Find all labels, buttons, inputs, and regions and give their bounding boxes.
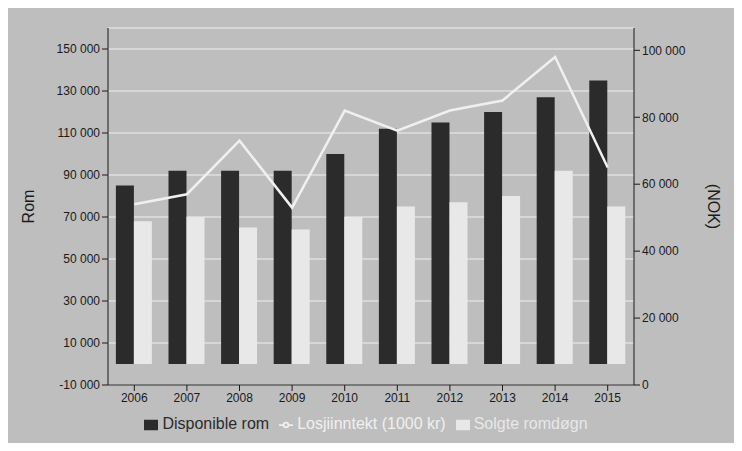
svg-text:2006: 2006 <box>121 391 148 405</box>
svg-text:90 000: 90 000 <box>63 168 100 182</box>
svg-text:2015: 2015 <box>594 391 621 405</box>
svg-text:2011: 2011 <box>384 391 410 405</box>
svg-text:50 000: 50 000 <box>63 252 100 266</box>
svg-text:60 000: 60 000 <box>642 177 679 191</box>
svg-text:-10 000: -10 000 <box>59 378 100 392</box>
svg-text:110 000: 110 000 <box>58 126 101 140</box>
html-text:Losjiinntekt (1000 kr): Losjiinntekt (1000 kr) <box>297 415 446 432</box>
svg-text:100 000: 100 000 <box>642 44 686 58</box>
svg-text:2007: 2007 <box>174 391 201 405</box>
svg-text:2014: 2014 <box>542 391 569 405</box>
svg-text:2013: 2013 <box>489 391 516 405</box>
svg-text:2008: 2008 <box>226 391 253 405</box>
svg-text:40 000: 40 000 <box>642 244 679 258</box>
svg-text:150 000: 150 000 <box>57 42 101 56</box>
svg-text:2010: 2010 <box>331 391 358 405</box>
svg-text:2009: 2009 <box>279 391 306 405</box>
svg-text:(NOK): (NOK) <box>705 184 722 229</box>
svg-text:70 000: 70 000 <box>63 210 100 224</box>
svg-text:80 000: 80 000 <box>642 111 679 125</box>
svg-text:Rom: Rom <box>20 190 37 224</box>
svg-text:30 000: 30 000 <box>63 294 100 308</box>
svg-text:130 000: 130 000 <box>57 84 101 98</box>
html-text:Solgte romdøgn: Solgte romdøgn <box>473 415 588 432</box>
svg-text:20 000: 20 000 <box>642 311 679 325</box>
svg-text:2012: 2012 <box>437 391 464 405</box>
svg-text:10 000: 10 000 <box>63 336 100 350</box>
html-text:Disponible rom: Disponible rom <box>162 415 270 432</box>
svg-text:0: 0 <box>642 378 649 392</box>
